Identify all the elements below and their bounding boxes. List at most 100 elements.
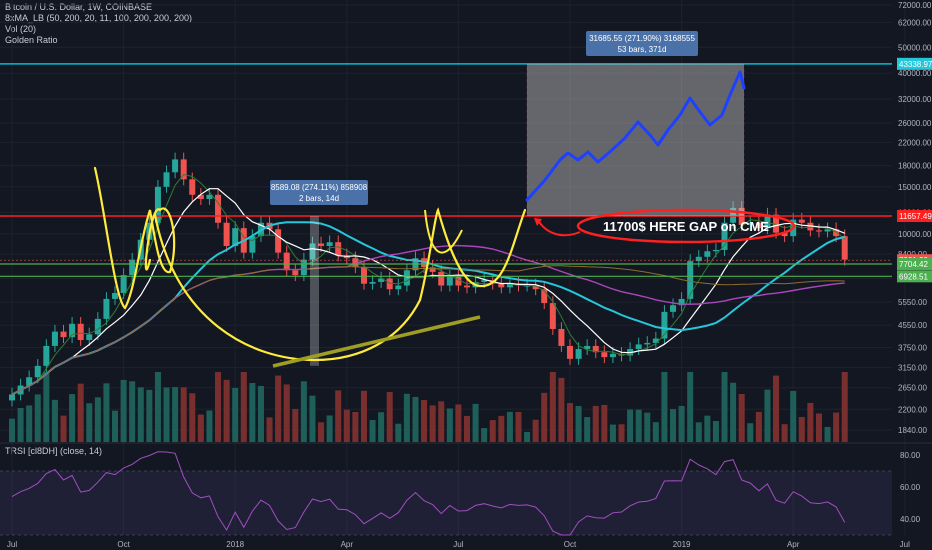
volume-bar [575, 406, 582, 442]
price-axis-label: 32000.00 [898, 95, 932, 104]
price-tag-label: 43338.97 [899, 60, 932, 69]
candle-body [566, 345, 574, 359]
volume-bar [360, 390, 367, 442]
volume-bar [755, 411, 762, 442]
price-tag-label: 6928.51 [899, 272, 928, 281]
volume-bar [163, 387, 170, 442]
candle-body [103, 298, 110, 319]
candle-body [120, 275, 127, 294]
volume-bar [661, 372, 668, 442]
volume-bar [318, 422, 325, 442]
candle-body [369, 281, 376, 284]
volume-bar [566, 403, 574, 442]
candle-body [326, 242, 333, 247]
candle-body [180, 159, 187, 180]
price-axis-label: 4550.00 [898, 321, 927, 330]
candle-body [455, 276, 462, 286]
price-tag-label: 7704.42 [899, 260, 928, 269]
volume-bar [335, 390, 342, 442]
price-axis-label: 2200.00 [898, 405, 927, 414]
volume-bar [180, 387, 187, 442]
legend-symbol: Bitcoin / U.S. Dollar, 1W, COINBASE [5, 2, 153, 12]
candle-body [764, 214, 771, 229]
rsi-band [0, 471, 892, 535]
volume-bar [403, 393, 410, 442]
volume-bar [326, 415, 333, 442]
volume-bar [429, 405, 436, 442]
candle-body [712, 249, 719, 252]
candle-body [335, 242, 342, 256]
time-axis-label: Jul [453, 540, 463, 549]
price-axis-label: 40000.00 [898, 69, 932, 78]
candle-body [704, 251, 711, 257]
volume-bar [215, 372, 222, 442]
candle-body [197, 194, 204, 200]
volume-bar [34, 394, 41, 442]
volume-bar [481, 428, 488, 442]
volume-bar [489, 420, 496, 442]
volume-bar [455, 404, 462, 442]
candle-body [154, 186, 161, 223]
volume-bar [378, 412, 385, 442]
annotation-ellipse [576, 208, 796, 244]
cup-and-handle-drawing [93, 166, 527, 362]
price-axis-label: 5550.00 [898, 298, 927, 307]
volume-bar [8, 418, 16, 442]
volume-bar [249, 382, 256, 442]
time-axis-label: 2019 [673, 540, 691, 549]
candle-body [438, 271, 445, 286]
annotation-text: 11700$ HERE GAP on CME [603, 219, 769, 234]
candle-body [584, 345, 591, 350]
price-axis-label: 18000.00 [898, 162, 932, 171]
time-axis-label: Oct [564, 540, 577, 549]
candle-body [747, 222, 754, 225]
candle-body [378, 278, 385, 282]
price-axis-label: 3150.00 [898, 364, 927, 373]
candle-body [609, 353, 616, 358]
volume-bar [395, 423, 402, 442]
time-axis-label: Oct [117, 540, 130, 549]
rsi-axis-label: 60.00 [900, 483, 921, 492]
time-axis-label: Jul [7, 540, 17, 549]
candle-body [695, 256, 702, 262]
volume-bar [240, 372, 247, 442]
candle-body [86, 334, 93, 340]
candle-body [206, 194, 213, 200]
volume-bar [592, 405, 599, 442]
measure-label-small-line1: 8589.08 (274.11%) 858908 [271, 183, 368, 192]
volume-bar [670, 409, 677, 442]
candle-body [8, 394, 16, 401]
volume-bar [369, 420, 376, 442]
candle-body [129, 259, 136, 276]
volume-bar [618, 424, 625, 442]
candle-body [26, 377, 33, 386]
projection-path [525, 70, 746, 202]
rsi-axis-label: 80.00 [900, 451, 921, 460]
volume-bar [627, 409, 634, 442]
candle-body [232, 228, 239, 247]
time-axis-label: Apr [787, 540, 800, 549]
volume-bar [69, 394, 76, 442]
candle-body [163, 172, 170, 187]
volume-bar [506, 411, 513, 442]
volume-bar [601, 404, 608, 442]
candle-body [755, 222, 762, 229]
candle-body [773, 214, 780, 233]
volume-bar [721, 372, 728, 442]
price-axis-label: 62000.00 [898, 18, 932, 27]
candle-body [69, 323, 76, 338]
candle-body [721, 222, 728, 250]
volume-bar [549, 372, 556, 442]
volume-bar [232, 387, 239, 442]
measure-label-large-line2: 53 bars, 371d [618, 45, 667, 54]
volume-bar [112, 410, 119, 442]
volume-bar [60, 415, 67, 442]
volume-bar [524, 432, 531, 442]
candle-body [575, 349, 582, 359]
candle-body [223, 222, 230, 247]
price-axis-label: 22000.00 [898, 138, 932, 147]
volume-bar [86, 403, 93, 442]
candle-body [841, 236, 848, 260]
volume-bar [472, 403, 479, 442]
